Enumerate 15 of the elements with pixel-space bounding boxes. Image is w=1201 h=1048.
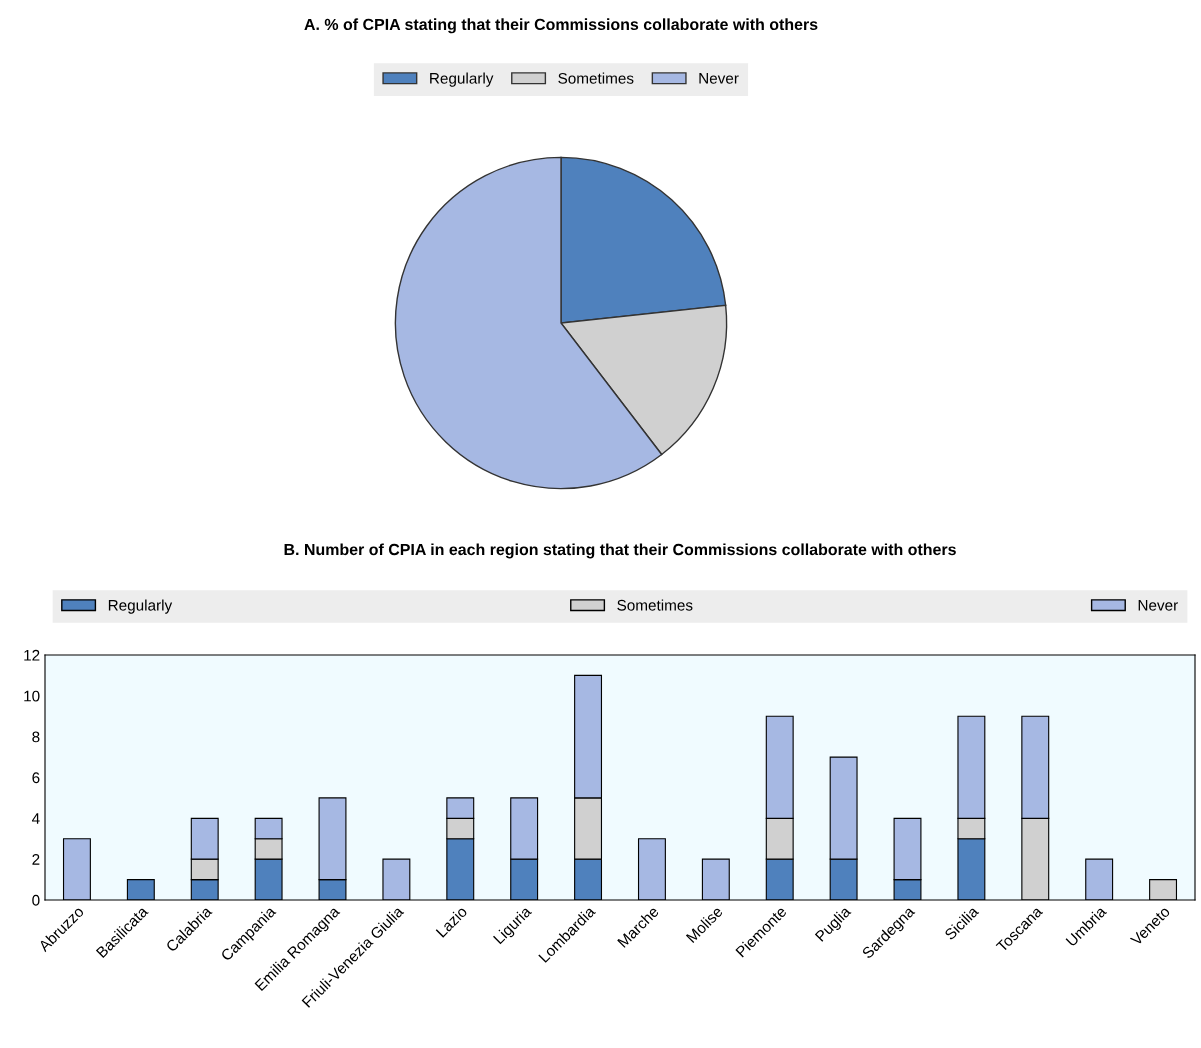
legend-label: Never xyxy=(699,73,739,84)
y-tick-label: 0 xyxy=(32,894,40,906)
legend-label: Sometimes xyxy=(617,599,693,611)
y-tick-label: 8 xyxy=(32,731,40,743)
legend-label: Regularly xyxy=(108,599,173,614)
legend-label: Sometimes xyxy=(558,72,634,84)
chart-title: B. Number of CPIA in each region stating that their Commissions collaborate with others xyxy=(284,543,956,559)
legend-label: Never xyxy=(1138,600,1178,611)
legend-label: Regularly xyxy=(430,72,494,87)
y-tick-label: 10 xyxy=(24,690,40,702)
y-tick-label: 4 xyxy=(31,813,40,824)
y-tick-label: 12 xyxy=(24,649,40,661)
y-tick-label: 2 xyxy=(32,854,40,865)
y-tick-label: 6 xyxy=(32,772,40,784)
chart-title: A. % of CPIA stating that their Commissions collaborate with others xyxy=(304,18,818,34)
